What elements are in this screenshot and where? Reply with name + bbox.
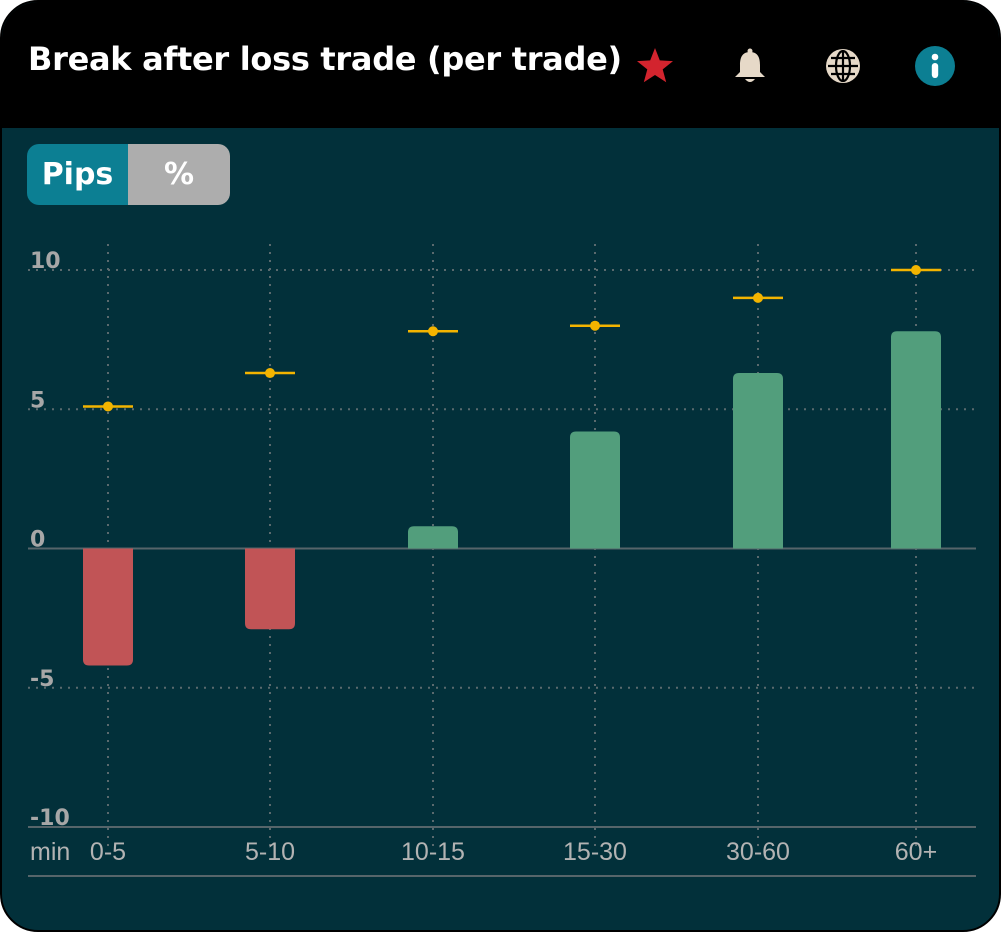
star-icon[interactable] <box>635 46 675 86</box>
y-tick-label: 10 <box>30 249 61 274</box>
x-tick-label: 60+ <box>895 838 937 866</box>
x-unit-label: min <box>30 838 70 866</box>
pips-toggle-button[interactable]: Pips <box>27 144 128 205</box>
bar-negative <box>83 548 133 666</box>
bell-icon[interactable] <box>730 46 770 86</box>
unit-toggle: Pips % <box>27 144 230 205</box>
x-tick-label: 30-60 <box>726 838 790 866</box>
page-title: Break after loss trade (per trade) <box>28 40 622 78</box>
marker-point <box>103 401 113 412</box>
y-tick-label: -10 <box>30 806 70 831</box>
marker-point <box>265 368 275 379</box>
y-tick-label: -5 <box>30 667 54 692</box>
bar-positive <box>733 373 783 549</box>
bar-positive <box>570 431 620 549</box>
y-tick-label: 0 <box>30 528 45 553</box>
percent-toggle-button[interactable]: % <box>128 144 230 205</box>
x-tick-label: 0-5 <box>90 838 126 866</box>
info-icon[interactable] <box>915 46 955 86</box>
marker-point <box>428 326 438 337</box>
x-tick-label: 5-10 <box>245 838 295 866</box>
marker-point <box>911 265 921 275</box>
y-tick-label: 5 <box>30 388 45 413</box>
marker-point <box>753 292 763 303</box>
marker-point <box>590 320 600 331</box>
bar-positive <box>891 331 941 549</box>
bar-negative <box>245 548 295 630</box>
header: Break after loss trade (per trade) <box>2 2 999 128</box>
x-tick-label: 15-30 <box>563 838 627 866</box>
bar-positive <box>408 526 458 549</box>
x-tick-label: 10-15 <box>401 838 465 866</box>
globe-icon[interactable] <box>823 46 863 86</box>
